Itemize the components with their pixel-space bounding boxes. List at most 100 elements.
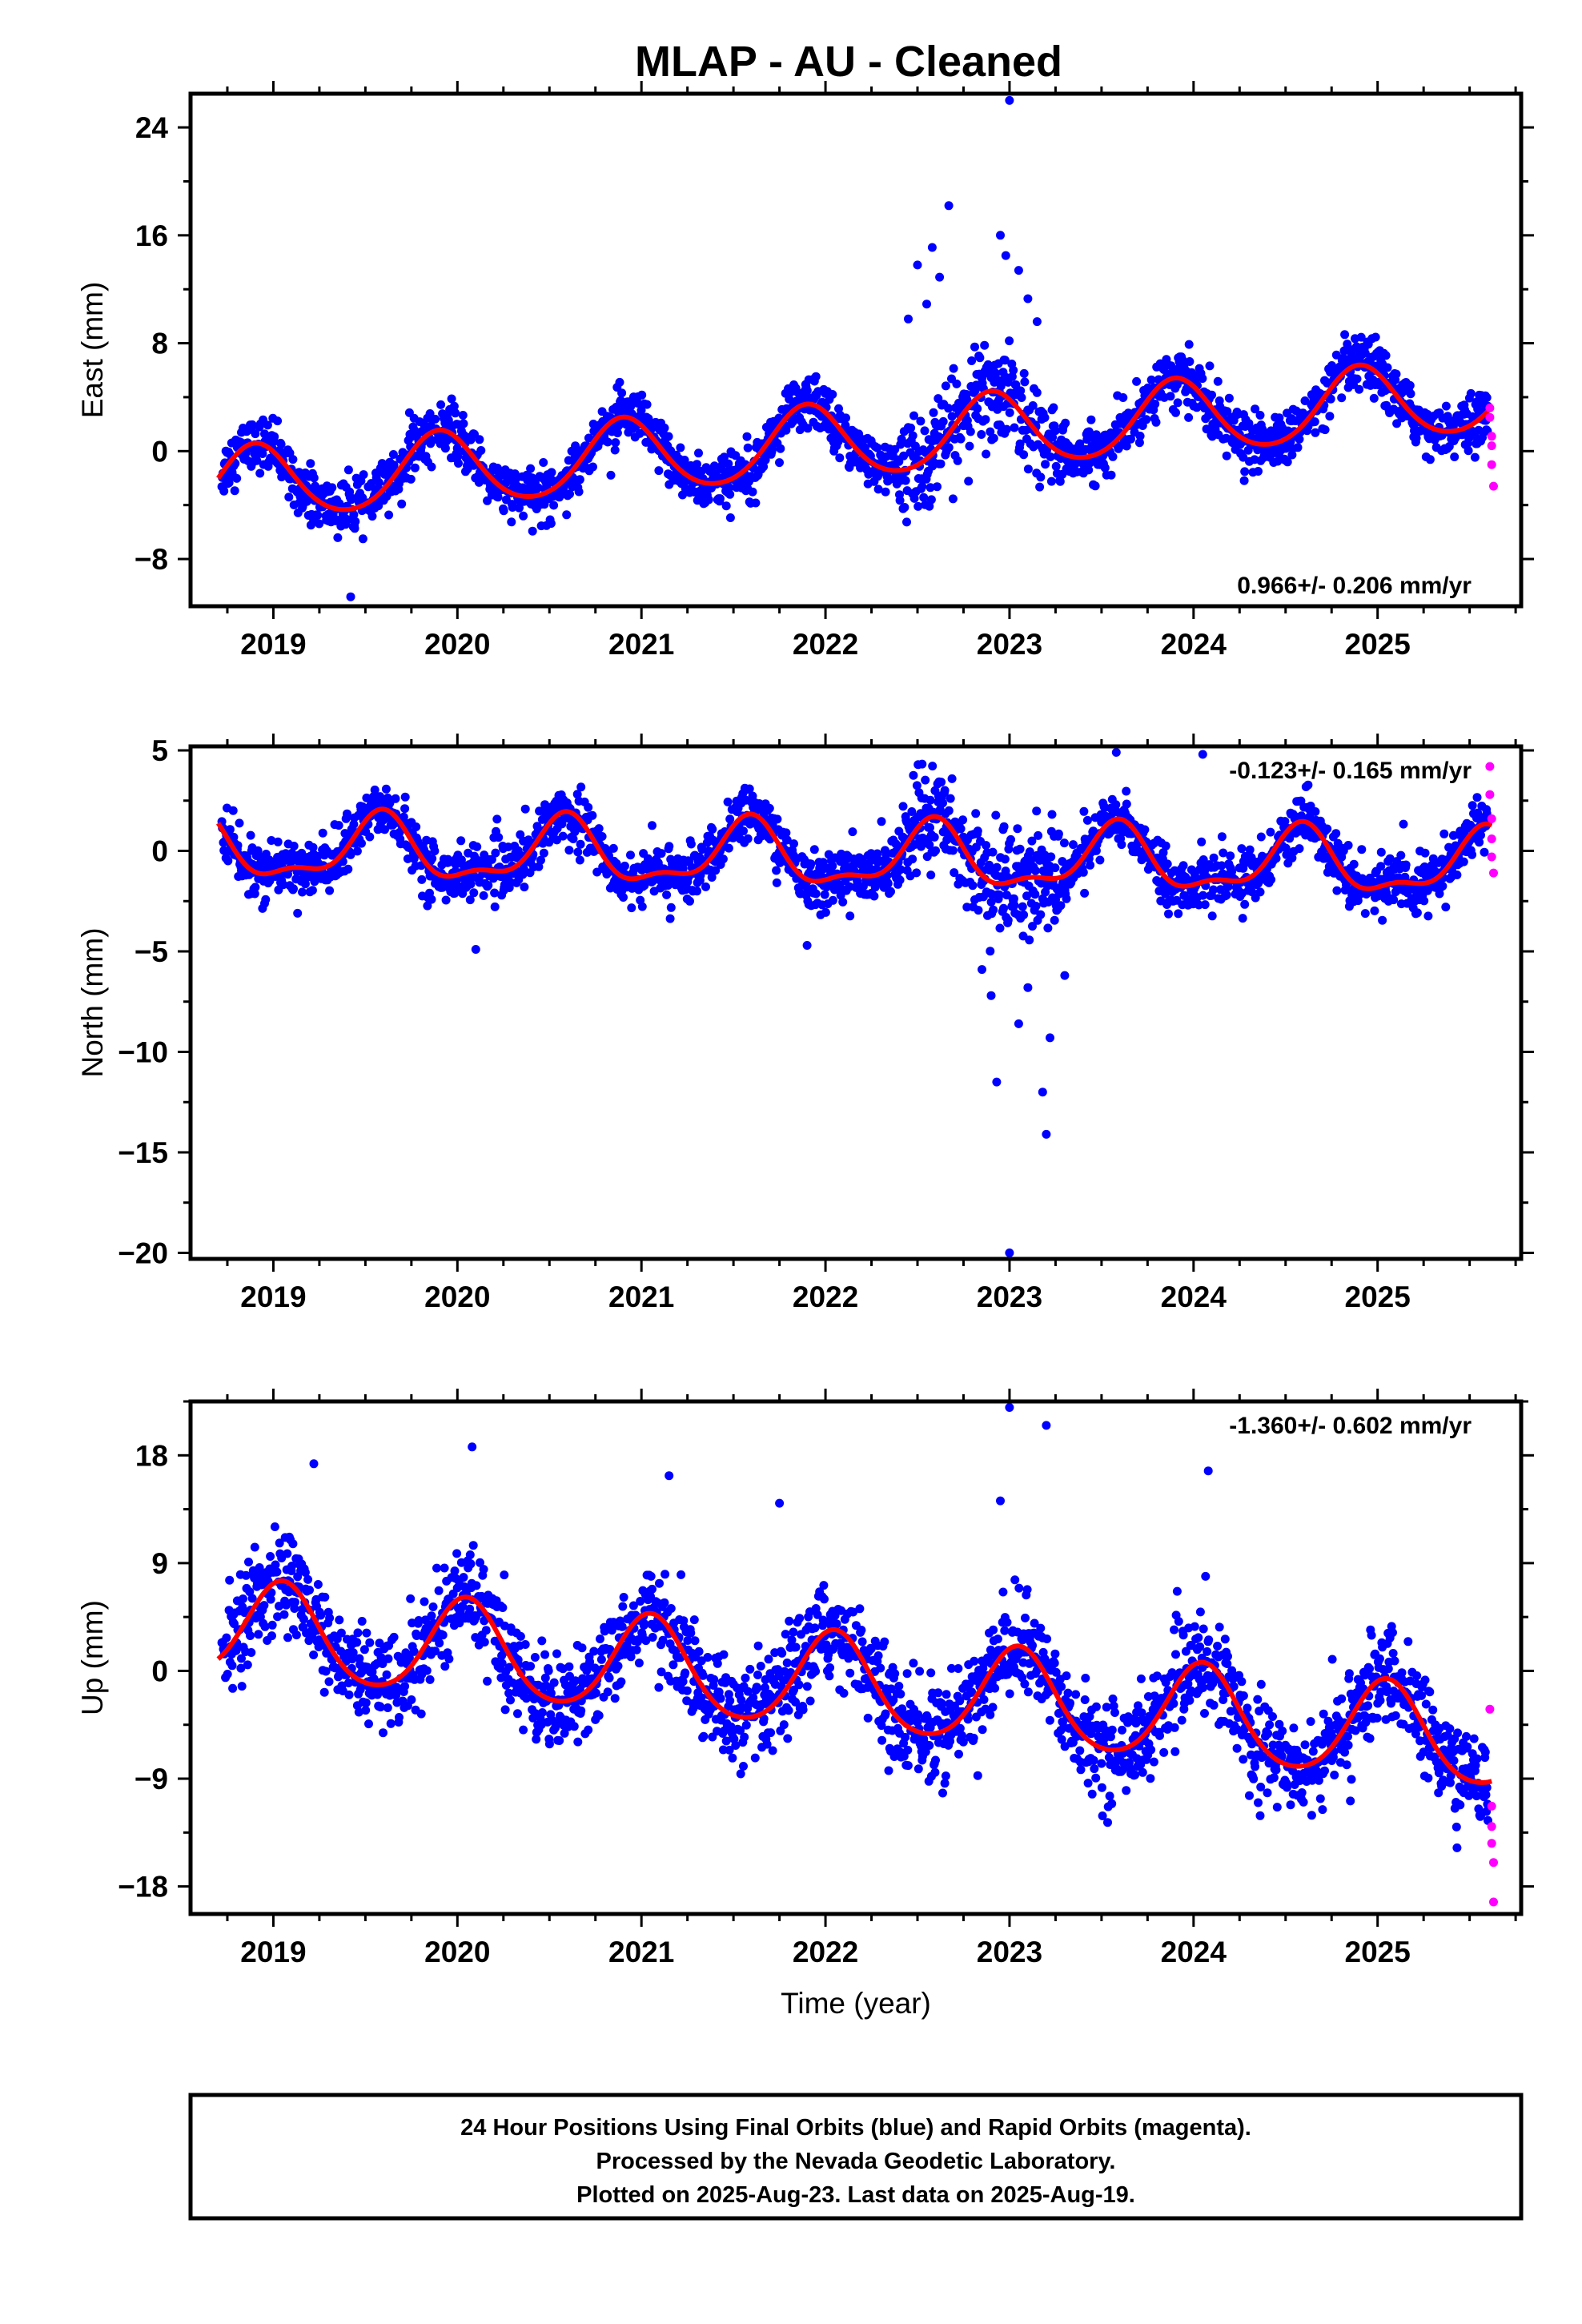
data-point <box>484 881 493 890</box>
data-point <box>1046 452 1055 461</box>
data-point <box>1054 829 1063 838</box>
data-point <box>1184 340 1194 349</box>
outlier-point <box>1060 971 1070 980</box>
data-point <box>664 432 673 441</box>
data-point <box>1399 819 1408 829</box>
data-point <box>423 901 432 911</box>
data-point <box>279 1610 289 1619</box>
data-point <box>476 446 486 455</box>
data-point <box>434 1586 444 1595</box>
data-point <box>276 440 286 449</box>
data-point <box>223 1670 232 1679</box>
chart-title: MLAP - AU - Cleaned <box>635 38 1062 86</box>
y-tick-label: 24 <box>135 111 169 144</box>
data-point <box>708 825 717 834</box>
data-point <box>1174 909 1183 919</box>
data-point <box>1046 476 1056 486</box>
data-point <box>1293 443 1303 452</box>
data-point <box>899 451 909 460</box>
data-point <box>944 404 954 413</box>
data-point <box>451 408 460 418</box>
data-point <box>258 449 267 458</box>
data-point <box>720 452 729 462</box>
data-point <box>267 1620 277 1630</box>
data-point <box>244 1558 253 1566</box>
data-point <box>293 908 303 918</box>
data-point <box>1059 838 1069 848</box>
data-point <box>1360 909 1370 919</box>
data-point <box>537 1708 547 1717</box>
data-point <box>1023 464 1033 474</box>
data-point <box>594 824 604 834</box>
data-point <box>1244 419 1254 428</box>
y-axis-label: East (mm) <box>76 282 109 419</box>
data-point <box>490 888 500 898</box>
data-point <box>584 802 593 812</box>
data-point <box>1019 450 1029 460</box>
data-point <box>1401 860 1411 870</box>
y-tick-label: −15 <box>118 1136 168 1169</box>
data-point <box>1164 909 1173 919</box>
data-point <box>235 818 244 828</box>
data-point <box>1005 408 1014 417</box>
data-point <box>466 879 476 889</box>
data-point <box>898 802 908 811</box>
data-point <box>519 511 528 521</box>
outlier-point <box>802 941 812 950</box>
data-point <box>254 1630 263 1639</box>
data-point <box>926 870 936 880</box>
data-point <box>395 1713 404 1722</box>
data-point <box>944 443 954 452</box>
outlier-point <box>913 260 922 270</box>
data-point <box>1006 834 1015 844</box>
data-point <box>526 1662 536 1671</box>
data-point <box>472 842 482 851</box>
data-point <box>772 866 781 875</box>
data-point <box>1213 376 1223 386</box>
data-point <box>1043 923 1053 933</box>
data-point <box>487 854 496 864</box>
data-point <box>417 875 427 884</box>
data-point <box>558 831 568 841</box>
data-point <box>318 828 327 838</box>
data-point <box>1031 902 1041 911</box>
data-point <box>1237 844 1247 854</box>
data-point <box>320 1592 330 1602</box>
data-point <box>427 462 436 472</box>
data-point <box>775 458 784 468</box>
data-point <box>365 832 375 842</box>
data-point <box>725 483 734 493</box>
data-point <box>701 882 710 891</box>
data-point <box>1068 840 1078 850</box>
data-point <box>1355 384 1364 394</box>
data-point <box>309 1651 319 1659</box>
data-point <box>291 1598 299 1607</box>
data-point <box>458 411 468 420</box>
data-point <box>535 806 544 816</box>
data-point <box>232 473 242 483</box>
data-point <box>1142 415 1151 424</box>
outlier-point <box>1014 1019 1023 1028</box>
x-tick-label: 2023 <box>977 628 1042 661</box>
x-tick-label: 2025 <box>1345 1281 1411 1313</box>
data-point <box>881 487 890 497</box>
data-point <box>1040 413 1050 422</box>
data-point <box>288 1539 298 1549</box>
data-point <box>389 1632 399 1642</box>
data-point <box>1056 901 1066 911</box>
data-point <box>351 517 360 526</box>
data-point <box>1051 461 1061 471</box>
data-point <box>228 1683 238 1693</box>
data-point <box>926 795 935 805</box>
data-point <box>761 455 770 464</box>
data-point <box>259 1601 269 1610</box>
data-point <box>526 464 536 473</box>
data-point <box>989 433 998 443</box>
data-point <box>841 420 850 430</box>
data-point <box>611 438 620 448</box>
data-point <box>224 478 234 488</box>
data-point <box>975 353 985 363</box>
rapid-point <box>1487 852 1496 862</box>
data-point <box>1090 481 1100 491</box>
rapid-point <box>1485 412 1495 422</box>
